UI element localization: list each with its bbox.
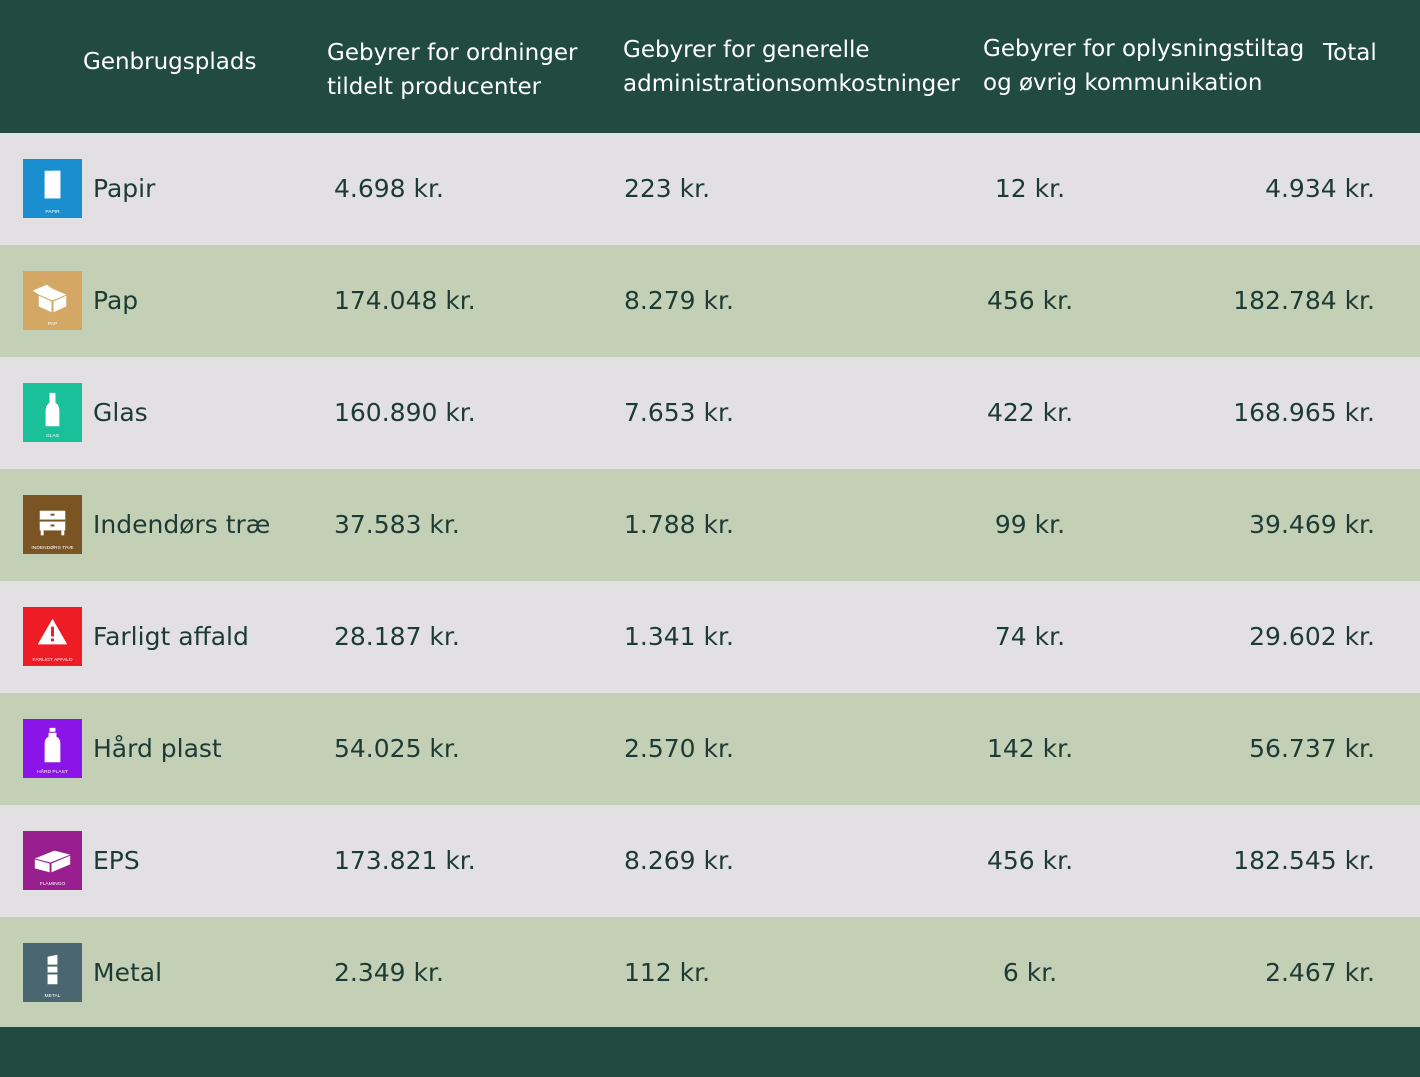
plastic-bottle-icon: HÅRD PLAST [23,719,82,778]
row-total: 182.545 kr. [1233,846,1375,875]
row-total: 182.784 kr. [1233,286,1375,315]
table-row: INDENDØRS TRÆ Indendørs træ 37.583 kr. 1.78… [0,469,1420,581]
row-admin-fee: 223 kr. [624,174,711,203]
table-row: FLAMINGO EPS 173.821 kr. 8.269 kr. 456 kr. 18… [0,805,1420,917]
table-row: PAPIR Papir 4.698 kr. 223 kr. 12 kr. 4.934 kr… [0,133,1420,245]
row-admin-fee: 8.269 kr. [624,846,734,875]
row-admin-fee: 7.653 kr. [624,398,734,427]
row-admin-fee: 1.341 kr. [624,622,734,651]
row-producer-fee: 174.048 kr. [334,286,476,315]
svg-text:PAPIR: PAPIR [45,209,60,215]
row-total: 56.737 kr. [1249,734,1375,763]
row-total: 168.965 kr. [1233,398,1375,427]
row-producer-fee: 160.890 kr. [334,398,476,427]
svg-text:GLAS: GLAS [46,433,60,439]
header-producer-fees: Gebyrer for ordninger tildelt producente… [327,40,578,100]
row-producer-fee: 173.821 kr. [334,846,476,875]
row-waste-type: Indendørs træ [93,510,271,539]
row-waste-type: Glas [93,398,148,427]
cardboard-box-icon: PAP [23,271,82,330]
row-info-fee: 6 kr. [1002,958,1058,987]
row-admin-fee: 8.279 kr. [624,286,734,315]
row-producer-fee: 54.025 kr. [334,734,460,763]
paper-icon: PAPIR [23,159,82,218]
table-row: METAL Metal 2.349 kr. 112 kr. 6 kr. 2.467 kr. [0,917,1420,1029]
row-producer-fee: 4.698 kr. [334,174,444,203]
svg-text:METAL: METAL [45,993,61,999]
row-producer-fee: 2.349 kr. [334,958,444,987]
row-info-fee: 12 kr. [994,174,1066,203]
header-info-fees: Gebyrer for oplysningstiltag og øvrig ko… [983,36,1305,96]
row-info-fee: 99 kr. [994,510,1066,539]
row-waste-type: Pap [93,286,139,315]
row-waste-type: Papir [93,174,156,203]
header-site: Genbrugsplads [83,49,257,75]
table-row: HÅRD PLAST Hård plast 54.025 kr. 2.570 kr. 1… [0,693,1420,805]
row-total: 4.934 kr. [1265,174,1375,203]
row-info-fee: 456 kr. [986,846,1074,875]
row-waste-type: Metal [93,958,163,987]
row-info-fee: 422 kr. [986,398,1074,427]
row-waste-type: EPS [93,846,140,875]
svg-text:PAP: PAP [48,321,58,327]
wood-furniture-icon: INDENDØRS TRÆ [23,495,82,554]
row-total: 39.469 kr. [1249,510,1375,539]
glass-bottle-icon: GLAS [23,383,82,442]
svg-text:FLAMINGO: FLAMINGO [40,881,66,887]
header-total: Total [1323,40,1377,66]
row-admin-fee: 1.788 kr. [624,510,734,539]
header-admin-fees: Gebyrer for generelle administrationsomk… [623,37,960,97]
row-admin-fee: 112 kr. [624,958,711,987]
metal-can-icon: METAL [23,943,82,1002]
hazard-warning-icon: FARLIGT AFFALD [23,607,82,666]
svg-text:HÅRD PLAST: HÅRD PLAST [37,768,68,775]
row-producer-fee: 28.187 kr. [334,622,460,651]
row-total: 2.467 kr. [1265,958,1375,987]
table-row: FARLIGT AFFALD Farligt affald 28.187 kr. 1.… [0,581,1420,693]
styrofoam-icon: FLAMINGO [23,831,82,890]
table-header: Genbrugsplads Gebyrer for ordninger tild… [0,0,1420,133]
row-waste-type: Hård plast [93,734,222,763]
row-admin-fee: 2.570 kr. [624,734,734,763]
table-footer [0,1027,1420,1077]
row-info-fee: 456 kr. [986,286,1074,315]
row-info-fee: 74 kr. [994,622,1066,651]
table-row: GLAS Glas 160.890 kr. 7.653 kr. 422 kr. 168.9… [0,357,1420,469]
row-producer-fee: 37.583 kr. [334,510,460,539]
table-row: PAP Pap 174.048 kr. 8.279 kr. 456 kr. 182.784… [0,245,1420,357]
row-total: 29.602 kr. [1249,622,1375,651]
row-waste-type: Farligt affald [93,622,249,651]
svg-text:INDENDØRS TRÆ: INDENDØRS TRÆ [31,545,73,551]
row-info-fee: 142 kr. [986,734,1074,763]
svg-text:FARLIGT AFFALD: FARLIGT AFFALD [33,657,73,663]
